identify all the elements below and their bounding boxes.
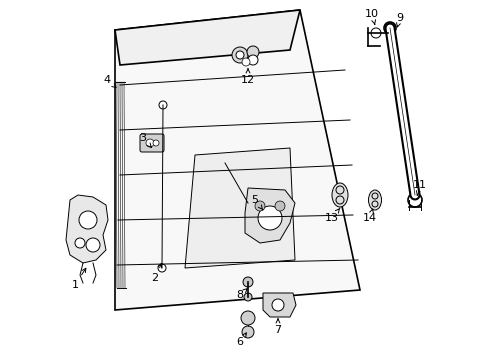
Circle shape	[242, 58, 249, 66]
Circle shape	[242, 326, 253, 338]
Circle shape	[247, 55, 258, 65]
Circle shape	[241, 311, 254, 325]
Circle shape	[254, 201, 264, 211]
Text: 5: 5	[251, 195, 263, 210]
Text: 11: 11	[412, 180, 426, 195]
Circle shape	[79, 211, 97, 229]
Polygon shape	[115, 10, 299, 65]
Text: 13: 13	[325, 208, 339, 223]
Circle shape	[383, 22, 395, 34]
Text: 2: 2	[151, 264, 162, 283]
Text: 1: 1	[71, 268, 86, 290]
FancyBboxPatch shape	[140, 134, 163, 152]
Circle shape	[407, 193, 421, 207]
Text: 9: 9	[396, 13, 403, 27]
Circle shape	[236, 51, 244, 59]
Circle shape	[231, 47, 247, 63]
Polygon shape	[184, 148, 294, 268]
Ellipse shape	[368, 190, 381, 210]
Circle shape	[370, 28, 380, 38]
Text: 12: 12	[241, 69, 255, 85]
Text: 6: 6	[236, 333, 246, 347]
Circle shape	[243, 277, 252, 287]
Circle shape	[159, 101, 167, 109]
Circle shape	[75, 238, 85, 248]
Text: 8: 8	[236, 289, 246, 300]
Text: 7: 7	[274, 319, 281, 335]
Circle shape	[274, 201, 285, 211]
Polygon shape	[115, 10, 359, 310]
Polygon shape	[263, 293, 295, 317]
Polygon shape	[66, 195, 108, 263]
Circle shape	[153, 140, 159, 146]
Circle shape	[271, 299, 284, 311]
Text: 4: 4	[103, 75, 116, 87]
Circle shape	[146, 139, 154, 147]
Circle shape	[86, 238, 100, 252]
Text: 3: 3	[139, 133, 151, 147]
Circle shape	[246, 46, 259, 58]
Circle shape	[158, 264, 165, 272]
Polygon shape	[244, 188, 294, 243]
Circle shape	[258, 206, 282, 230]
Text: 10: 10	[364, 9, 378, 24]
Text: 14: 14	[362, 209, 376, 223]
Circle shape	[244, 293, 251, 301]
Ellipse shape	[331, 183, 347, 207]
